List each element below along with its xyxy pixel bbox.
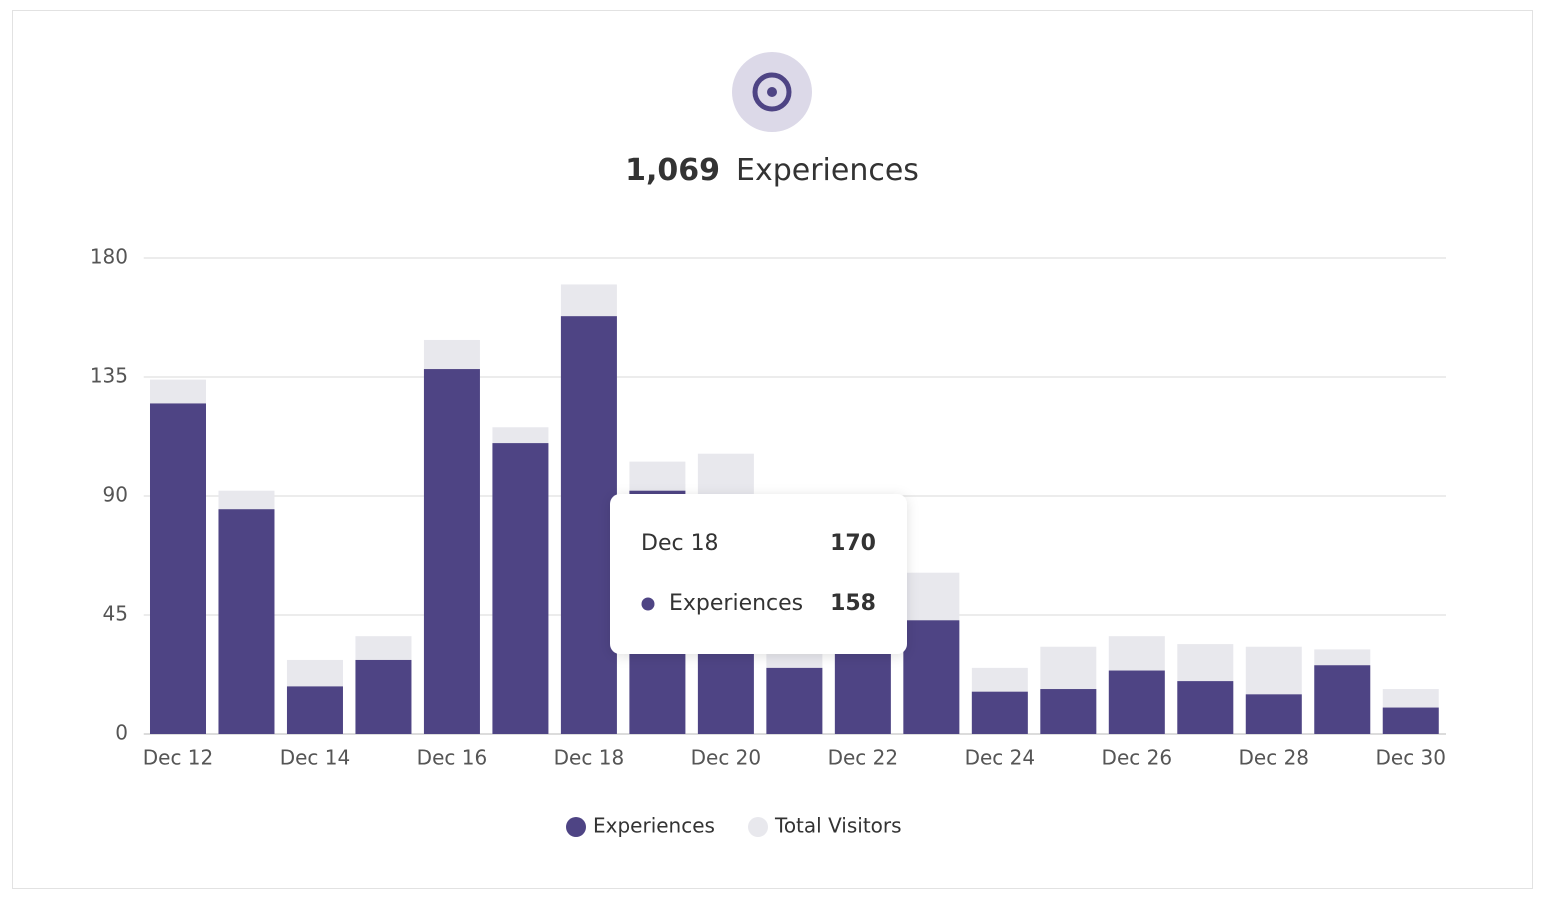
bar bbox=[492, 443, 549, 734]
x-tick-label: Dec 26 bbox=[1102, 746, 1173, 770]
bar bbox=[149, 403, 206, 734]
x-tick-label: Dec 16 bbox=[417, 746, 488, 770]
legend-label: Experiences bbox=[593, 814, 715, 838]
headline-label: Experiences bbox=[736, 153, 919, 188]
x-tick-label: Dec 24 bbox=[965, 746, 1036, 770]
bar bbox=[1314, 665, 1371, 734]
legend-label: Total Visitors bbox=[774, 814, 902, 838]
x-tick-label: Dec 20 bbox=[691, 746, 762, 770]
tooltip-date: Dec 18 bbox=[641, 531, 719, 556]
y-tick-label: 180 bbox=[90, 245, 128, 269]
bar bbox=[971, 691, 1028, 734]
plot: 0 45 90 135 180 Dec 12 Dec 14 Dec 16 Dec 18 Dec 2… bbox=[90, 245, 1446, 838]
bar bbox=[423, 369, 480, 734]
x-tick-label: Dec 30 bbox=[1375, 746, 1446, 770]
bar bbox=[903, 620, 960, 734]
bar bbox=[1245, 694, 1302, 734]
y-tick-label: 0 bbox=[115, 721, 128, 745]
x-tick-label: Dec 14 bbox=[280, 746, 351, 770]
y-tick-label: 45 bbox=[103, 602, 128, 626]
bar bbox=[766, 667, 823, 734]
x-tick-label: Dec 12 bbox=[143, 746, 214, 770]
y-tick-label: 90 bbox=[103, 483, 128, 507]
legend-swatch bbox=[748, 817, 768, 837]
tooltip: Dec 18 170 Experiences 158 bbox=[610, 494, 907, 654]
legend-swatch bbox=[566, 817, 586, 837]
bar bbox=[218, 509, 275, 734]
bar bbox=[355, 659, 412, 734]
bar bbox=[1177, 681, 1234, 734]
tooltip-value: 158 bbox=[830, 591, 876, 616]
bar bbox=[286, 686, 343, 734]
bar bbox=[1040, 689, 1097, 734]
tooltip-total: 170 bbox=[830, 531, 876, 556]
bar bbox=[1382, 707, 1439, 734]
headline-value: 1,069 bbox=[625, 153, 720, 188]
tooltip-series: Experiences bbox=[669, 591, 803, 616]
x-tick-label: Dec 22 bbox=[828, 746, 899, 770]
icon bbox=[732, 52, 812, 132]
tooltip-box bbox=[610, 494, 907, 654]
x-tick-label: Dec 18 bbox=[554, 746, 625, 770]
x-tick-label: Dec 28 bbox=[1239, 746, 1310, 770]
bar bbox=[560, 316, 617, 734]
card-border bbox=[12, 10, 1533, 889]
y-tick-label: 135 bbox=[90, 364, 128, 388]
headline: 1,069 Experiences bbox=[625, 153, 919, 188]
tooltip-dot bbox=[641, 597, 655, 611]
bar bbox=[1108, 670, 1165, 734]
